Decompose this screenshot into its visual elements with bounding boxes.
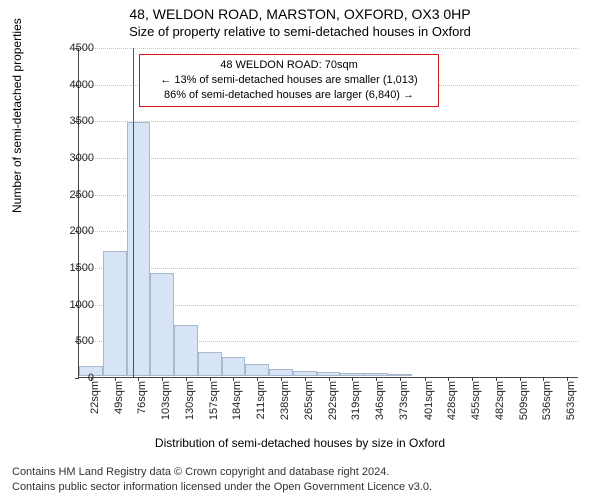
threshold-line [133, 48, 134, 377]
x-tick-label: 319sqm [350, 381, 362, 420]
annotation-box: 48 WELDON ROAD: 70sqm← 13% of semi-detac… [139, 54, 439, 107]
chart-area: 22sqm49sqm76sqm103sqm130sqm157sqm184sqm2… [78, 48, 578, 378]
histogram-bar [317, 372, 341, 376]
x-tick-label: 373sqm [398, 381, 410, 420]
annotation-line-3: 86% of semi-detached houses are larger (… [146, 88, 432, 103]
title-line-2: Size of property relative to semi-detach… [0, 24, 600, 39]
footer-line-1: Contains HM Land Registry data © Crown c… [12, 465, 588, 479]
x-tick-label: 455sqm [470, 381, 482, 420]
x-tick-label: 238sqm [279, 381, 291, 420]
histogram-bar [340, 373, 364, 376]
y-axis-title: Number of semi-detached properties [10, 18, 24, 213]
x-tick-label: 157sqm [208, 381, 220, 420]
histogram-bar [174, 325, 198, 376]
x-tick-label: 563sqm [565, 381, 577, 420]
histogram-bar [150, 273, 174, 376]
x-tick-label: 130sqm [184, 381, 196, 420]
x-tick-label: 401sqm [423, 381, 435, 420]
x-tick-label: 536sqm [541, 381, 553, 420]
y-tick-label: 3500 [54, 115, 94, 127]
annotation-line-1: 48 WELDON ROAD: 70sqm [146, 58, 432, 73]
x-tick-label: 211sqm [255, 381, 267, 419]
gridline [79, 158, 578, 159]
histogram-bar [293, 371, 317, 376]
histogram-bar [222, 357, 246, 376]
histogram-bar [269, 369, 293, 376]
x-tick-label: 184sqm [231, 381, 243, 420]
histogram-bar [245, 364, 269, 376]
x-tick-label: 509sqm [518, 381, 530, 420]
x-tick-label: 22sqm [89, 381, 101, 414]
y-tick-label: 1000 [54, 299, 94, 311]
title-line-1: 48, WELDON ROAD, MARSTON, OXFORD, OX3 0H… [0, 6, 600, 22]
x-tick-label: 265sqm [303, 381, 315, 420]
y-tick-label: 0 [54, 372, 94, 384]
footer-attribution: Contains HM Land Registry data © Crown c… [12, 465, 588, 494]
histogram-bar [388, 374, 412, 376]
gridline [79, 231, 578, 232]
figure-container: 48, WELDON ROAD, MARSTON, OXFORD, OX3 0H… [0, 0, 600, 500]
x-tick-label: 346sqm [374, 381, 386, 420]
histogram-bar [198, 352, 222, 376]
x-tick-label: 49sqm [113, 381, 125, 414]
footer-line-2: Contains public sector information licen… [12, 480, 588, 494]
histogram-bar [103, 251, 127, 376]
x-tick-label: 76sqm [136, 381, 148, 414]
y-tick-label: 3000 [54, 152, 94, 164]
annotation-line-2: ← 13% of semi-detached houses are smalle… [146, 73, 432, 88]
x-tick-label: 482sqm [494, 381, 506, 420]
y-tick-label: 2500 [54, 189, 94, 201]
x-tick-label: 292sqm [327, 381, 339, 420]
y-tick-label: 4000 [54, 79, 94, 91]
gridline [79, 48, 578, 49]
gridline [79, 268, 578, 269]
plot-area: 22sqm49sqm76sqm103sqm130sqm157sqm184sqm2… [78, 48, 578, 378]
x-tick-label: 428sqm [446, 381, 458, 420]
y-tick-label: 1500 [54, 262, 94, 274]
gridline [79, 121, 578, 122]
y-tick-label: 4500 [54, 42, 94, 54]
x-axis-title: Distribution of semi-detached houses by … [0, 436, 600, 450]
histogram-bar [364, 373, 388, 376]
histogram-bar [127, 122, 151, 376]
y-tick-label: 2000 [54, 225, 94, 237]
x-tick-label: 103sqm [160, 381, 172, 420]
y-tick-label: 500 [54, 335, 94, 347]
gridline [79, 195, 578, 196]
